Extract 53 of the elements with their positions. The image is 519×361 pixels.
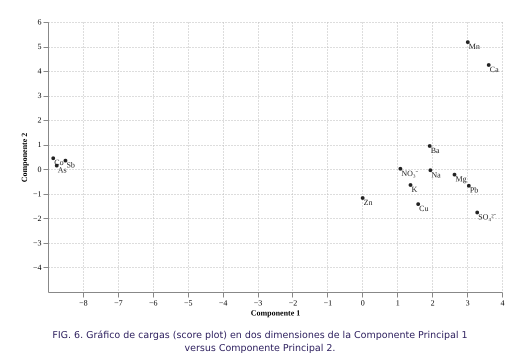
annotation: NO₃⁻ [401, 168, 419, 178]
x-tick-label: 4 [500, 298, 504, 308]
point [475, 210, 480, 214]
x-tick-label: −7 [114, 298, 123, 308]
x-tick-label: −3 [254, 298, 262, 308]
x-tick-label: −4 [218, 298, 228, 308]
point [398, 166, 402, 171]
annotation: Zn [364, 198, 373, 207]
y-tick-label: 1 [38, 140, 42, 150]
x-tick-label: 2 [430, 298, 435, 308]
annotation: As [58, 166, 67, 175]
y-tick-label: −2 [32, 214, 42, 223]
point [51, 156, 56, 160]
y-tick-label: 0 [38, 164, 42, 174]
annotation: Pb [470, 186, 478, 195]
x-axis-title: Componente 1 [250, 308, 300, 318]
annotation: Sb [66, 160, 75, 170]
x-tick-label: 3 [466, 298, 470, 308]
annotation: Ca [490, 64, 500, 74]
x-tick-label: −2 [288, 298, 298, 308]
point [428, 168, 432, 172]
annotation: SO₄²⁻ [478, 212, 497, 222]
x-tick-label: −5 [184, 298, 192, 308]
point [428, 144, 432, 148]
annotation: Cu [419, 204, 429, 214]
point [408, 183, 412, 187]
x-tick-label: −6 [149, 298, 158, 308]
annotation: Mg [456, 174, 467, 184]
annotation: Na [431, 170, 442, 180]
point [64, 158, 68, 163]
x-tick-label: −8 [79, 298, 88, 308]
x-tick-label: 0 [360, 298, 365, 308]
point [466, 184, 471, 188]
y-tick-label: 4 [38, 66, 42, 76]
point [416, 202, 420, 206]
y-tick-label: −3 [32, 238, 42, 248]
point [452, 172, 456, 177]
x-tick-label: 1 [396, 298, 400, 308]
y-axis-title: Componente 2 [20, 132, 29, 182]
annotation: K [412, 184, 418, 194]
point [466, 40, 470, 44]
x-tick-label: −1 [324, 298, 332, 308]
annotation: Mn [468, 42, 480, 52]
annotation: Ba [430, 146, 440, 155]
y-tick-label: −1 [32, 189, 42, 198]
y-tick-label: 3 [38, 91, 42, 100]
y-tick-label: 5 [38, 42, 42, 52]
y-tick-label: 6 [38, 18, 42, 26]
point [486, 63, 491, 67]
y-tick-label: 2 [38, 116, 42, 125]
y-tick-label: −4 [32, 262, 42, 272]
caption: FIG. 6. Gráfico de cargas (score plot) en dos dimensiones de la Componente Principal 1 versus Componente Principal 2. [51, 329, 469, 355]
point [360, 196, 365, 200]
